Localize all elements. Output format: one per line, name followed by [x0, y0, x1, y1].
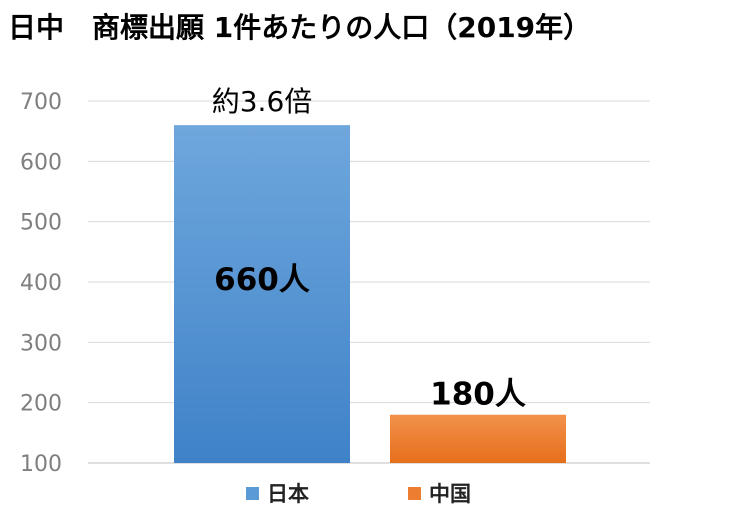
legend-item-japan: 日本	[246, 478, 309, 508]
data-label-japan: 660人	[214, 262, 310, 298]
legend-swatch-china	[408, 486, 421, 500]
legend-label-japan: 日本	[267, 482, 309, 506]
legend-swatch-japan	[246, 486, 259, 500]
y-tick-label-300: 300	[20, 331, 62, 356]
data-label-china: 180人	[430, 377, 526, 413]
y-tick-label-100: 100	[20, 452, 62, 477]
legend-item-china: 中国	[408, 478, 471, 508]
y-tick-label-700: 700	[20, 90, 62, 115]
y-tick-label-200: 200	[20, 392, 62, 417]
y-tick-label-400: 400	[20, 271, 62, 296]
chart-title: 日中 商標出願 1件あたりの人口（2019年）	[8, 11, 592, 44]
legend-label-china: 中国	[429, 482, 471, 506]
bar-china	[390, 414, 566, 463]
bar-japan	[174, 125, 350, 463]
y-tick-label-500: 500	[20, 211, 62, 236]
ratio-annotation: 約3.6倍	[212, 85, 313, 118]
y-tick-label-600: 600	[20, 150, 62, 175]
